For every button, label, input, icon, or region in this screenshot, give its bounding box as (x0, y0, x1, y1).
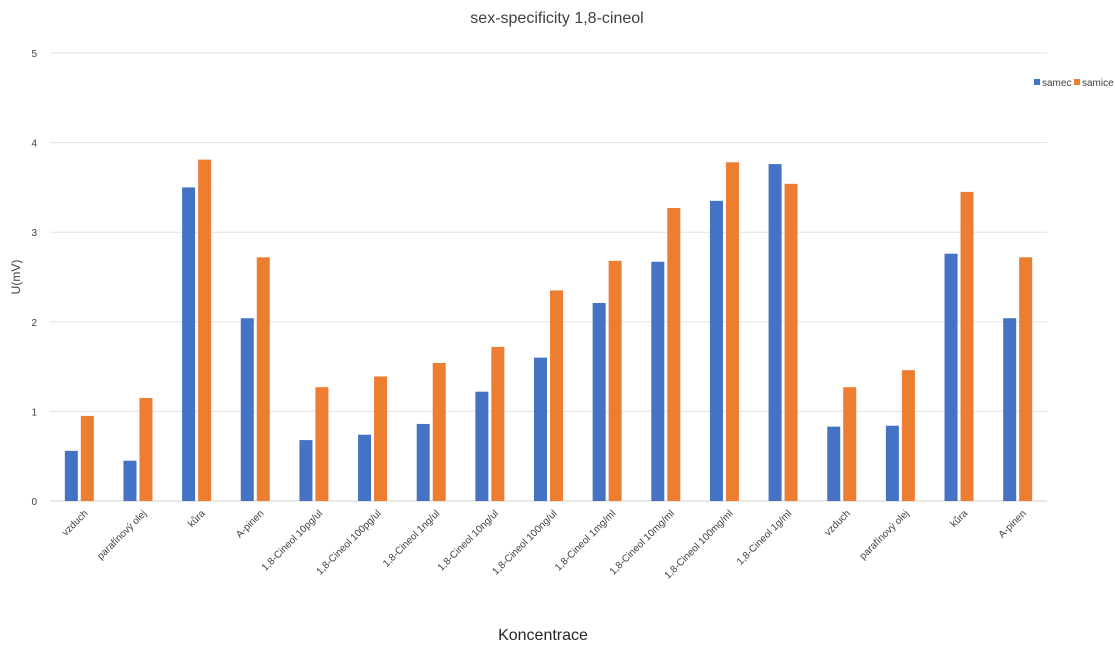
bar-samec (182, 187, 196, 501)
x-tick-label: 1,8-Cineol 10pg/ul (260, 508, 325, 573)
x-tick-label: 1,8-Cineol 1ng/ul (381, 508, 442, 569)
y-tick-label: 1 (31, 407, 37, 418)
bar-samice (843, 387, 857, 501)
bar-samec (299, 440, 313, 501)
bar-samice (608, 260, 622, 501)
bar-samice (315, 387, 329, 501)
bar-samec (827, 426, 841, 501)
y-tick-label: 3 (31, 228, 37, 239)
bar-samice (784, 183, 798, 502)
x-tick-label: vzduch (823, 508, 853, 538)
bar-samice (198, 159, 212, 501)
gridlines (50, 52, 1047, 502)
bar-samec (64, 450, 78, 501)
x-tick-label: 1,8-Cineol 10mg/ml (608, 508, 677, 577)
x-tick-label: 1,8-Cineol 100pg/ul (315, 508, 384, 577)
y-tick-label: 5 (31, 49, 37, 60)
x-tick-label: 1,8-Cineol 10ng/ul (436, 508, 501, 573)
x-tick-labels: vzduch parafínový olej kůra A-pinen1,8-Cine… (60, 507, 1029, 581)
bar-samice (374, 376, 388, 501)
x-tick-label: parafínový olej (95, 508, 149, 562)
legend-swatch-samice (1074, 79, 1080, 85)
bar-samec (768, 164, 782, 501)
bar-samice (80, 415, 94, 501)
y-tick-labels: 0 1 2 3 4 5 (31, 49, 37, 508)
bar-samice (725, 162, 739, 501)
bar-samec (1003, 318, 1017, 501)
bar-samice (1019, 257, 1033, 501)
x-tick-label: 1,8-Cineol 1g/ml (735, 508, 794, 567)
bar-samec (885, 425, 899, 501)
y-axis-label: U(mV) (9, 260, 23, 295)
bar-samice (432, 363, 446, 501)
bar-samec (416, 423, 430, 501)
bar-samec (123, 460, 137, 501)
y-tick-label: 0 (31, 497, 37, 508)
chart-title: sex-specificity 1,8-cineol (470, 10, 643, 27)
x-tick-label: A-pinen (997, 508, 1029, 540)
legend-label-samec: samec (1042, 78, 1071, 89)
x-tick-label: A-pinen (234, 508, 266, 540)
bar-samec (651, 261, 665, 501)
x-tick-label: vzduch (60, 508, 90, 538)
x-tick-label: parafínový olej (858, 508, 912, 562)
bar-samice (256, 257, 270, 501)
bar-samec (240, 318, 254, 501)
bar-samec (709, 200, 723, 501)
y-tick-label: 4 (31, 139, 37, 150)
x-tick-label: 1,8-Cineol 1mg/ml (553, 508, 618, 573)
legend-label-samice: samice (1082, 78, 1114, 89)
y-tick-label: 2 (31, 318, 37, 329)
bar-samec (944, 253, 958, 501)
bars (64, 159, 1033, 502)
legend-swatch-samec (1034, 79, 1040, 85)
bar-samec (475, 391, 489, 501)
x-tick-label: kůra (185, 507, 208, 530)
legend: samec samice (1034, 78, 1114, 89)
bar-samice (550, 290, 563, 501)
bar-samice (901, 370, 915, 501)
bar-samec (592, 302, 606, 501)
bar-samice (960, 191, 974, 501)
x-axis-label: Koncentrace (498, 627, 588, 644)
bar-samec (534, 357, 547, 501)
bar-samice (139, 397, 153, 501)
x-tick-label: kůra (948, 507, 971, 530)
bar-samice (667, 208, 681, 501)
bar-samice (491, 346, 505, 501)
x-tick-label: 1,8-Cineol 100ng/ul (491, 508, 560, 577)
bar-samec (358, 434, 372, 501)
